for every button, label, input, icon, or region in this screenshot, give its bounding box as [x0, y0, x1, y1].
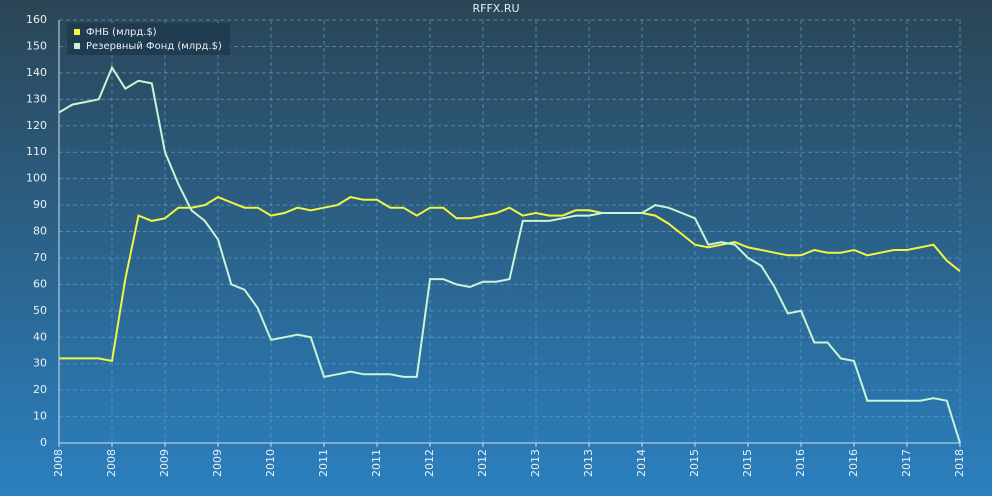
line-series [59, 195, 961, 363]
y-tick-label: 80 [33, 225, 47, 238]
y-tick-label: 120 [26, 119, 47, 132]
x-tick-label: 2009 [211, 449, 224, 477]
legend-label: ФНБ (млрд.$) [86, 27, 157, 38]
y-tick-label: 20 [33, 383, 47, 396]
legend-box [67, 23, 230, 55]
y-tick-label: 10 [33, 410, 47, 423]
x-tick-label: 2008 [52, 449, 65, 477]
y-tick-label: 100 [26, 172, 47, 185]
x-tick-label: 2018 [953, 449, 966, 477]
y-tick-label: 130 [26, 92, 47, 105]
x-tick-label: 2014 [635, 449, 648, 477]
legend-swatch [74, 29, 80, 35]
y-tick-label: 140 [26, 66, 47, 79]
x-tick-label: 2016 [794, 449, 807, 477]
y-tick-label: 150 [26, 39, 47, 52]
x-tick-label: 2011 [370, 449, 383, 477]
x-tick-label: 2016 [847, 449, 860, 477]
x-tick-label: 2011 [317, 449, 330, 477]
y-tick-label: 90 [33, 198, 47, 211]
line-series [58, 65, 961, 444]
x-tick-label: 2012 [423, 449, 436, 477]
y-tick-label: 30 [33, 357, 47, 370]
x-tick-label: 2012 [476, 449, 489, 477]
y-tick-label: 70 [33, 251, 47, 264]
y-tick-label: 40 [33, 330, 47, 343]
x-tick-label: 2008 [105, 449, 118, 477]
x-tick-label: 2013 [582, 449, 595, 477]
y-tick-label: 0 [40, 436, 47, 449]
y-tick-label: 160 [26, 13, 47, 26]
x-tick-label: 2010 [264, 449, 277, 477]
legend-swatch [74, 43, 80, 49]
x-tick-label: 2013 [529, 449, 542, 477]
chart-title: RFFX.RU [472, 2, 519, 15]
y-tick-label: 50 [33, 304, 47, 317]
legend-label: Резервный Фонд (млрд.$) [86, 41, 222, 52]
x-tick-label: 2017 [900, 449, 913, 477]
y-tick-label: 110 [26, 145, 47, 158]
y-tick-label: 60 [33, 277, 47, 290]
x-tick-label: 2015 [741, 449, 754, 477]
x-tick-label: 2009 [158, 449, 171, 477]
x-tick-label: 2015 [688, 449, 701, 477]
